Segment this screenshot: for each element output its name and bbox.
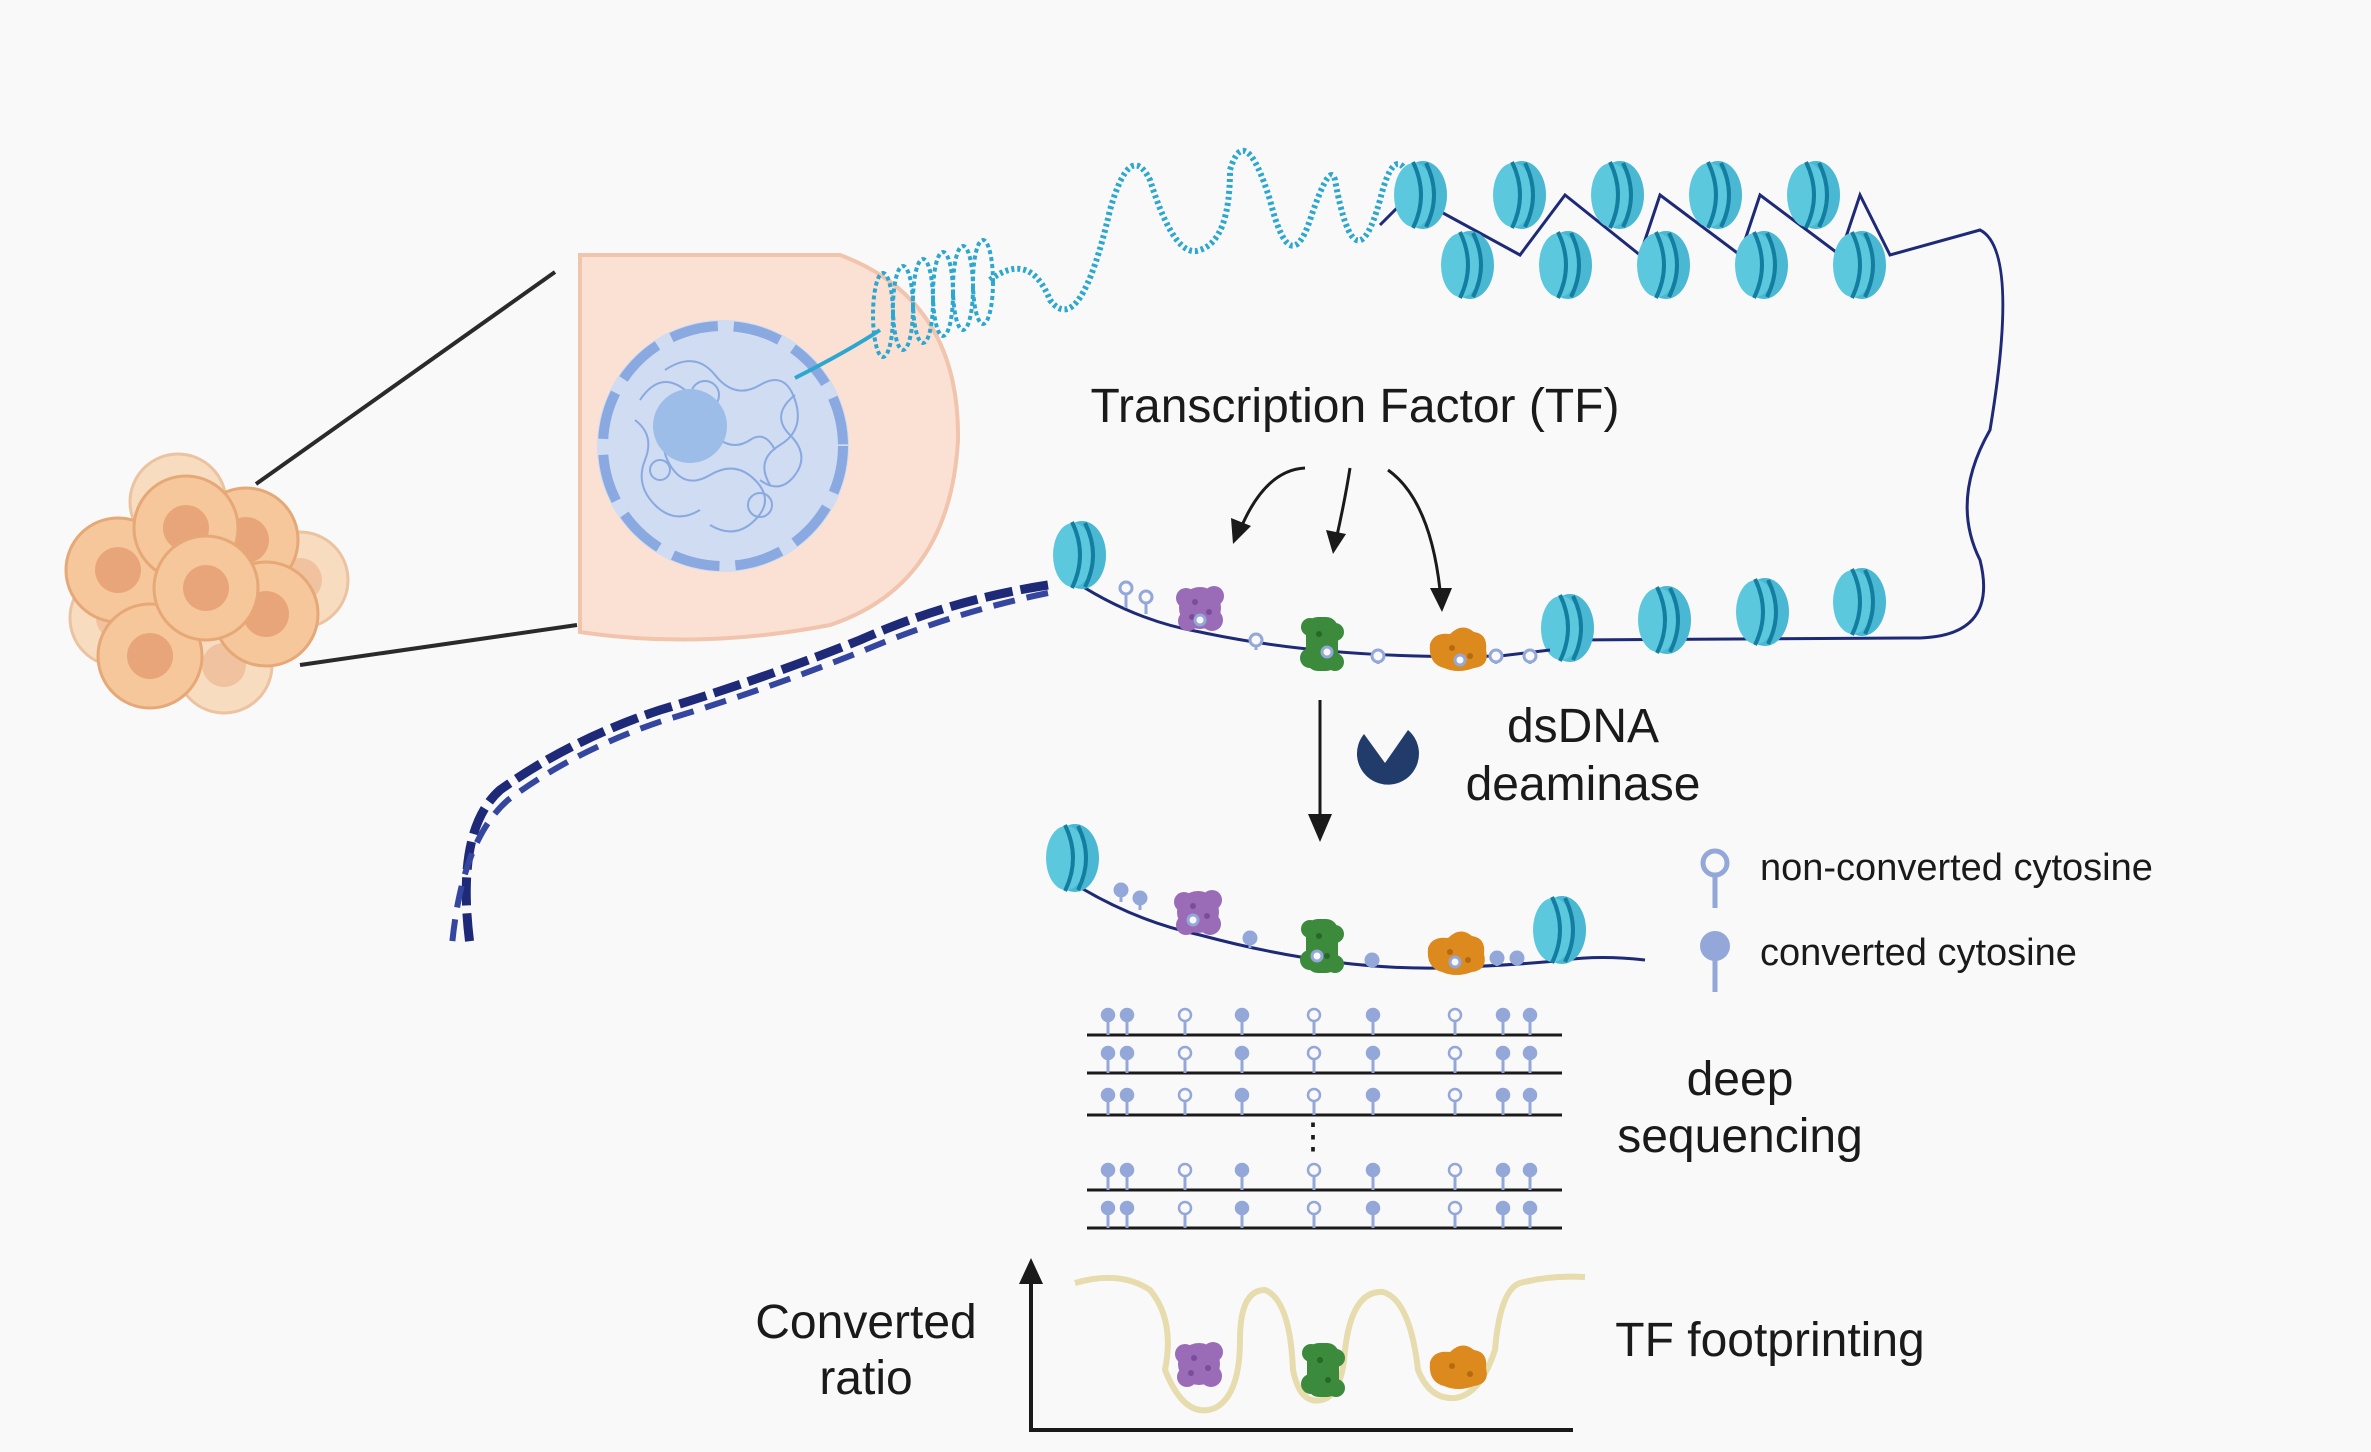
converted-cytosine — [1100, 1045, 1116, 1061]
reads-ellipsis: ⋮ — [1295, 1115, 1331, 1156]
converted-cytosine — [1119, 1200, 1135, 1216]
converted-cytosine — [1365, 1087, 1381, 1103]
sequencing-read — [1087, 1200, 1562, 1230]
converted-cytosine — [1495, 1200, 1511, 1216]
converted-cytosine — [1119, 1007, 1135, 1023]
tf-green-upper — [1300, 617, 1344, 671]
deaminase-enzyme-icon — [1356, 730, 1419, 785]
non-converted-cytosine — [1306, 1087, 1322, 1103]
converted-cytosine — [1119, 1087, 1135, 1103]
chromatin-fiber-top — [794, 147, 2005, 664]
converted-cytosine — [1495, 1162, 1511, 1178]
converted-ratio-label-line1: Converted — [755, 1296, 976, 1349]
tf-label: Transcription Factor (TF) — [1091, 380, 1620, 433]
sequencing-reads — [1087, 1007, 1562, 1230]
converted-cytosine — [1119, 1045, 1135, 1061]
y-axis-arrowhead — [1019, 1258, 1043, 1284]
converted-cytosine — [1522, 1007, 1538, 1023]
sequencing-read — [1087, 1087, 1562, 1117]
converted-cytosine — [1522, 1045, 1538, 1061]
converted-cytosine — [1495, 1087, 1511, 1103]
converted-cytosine — [1100, 1087, 1116, 1103]
chromatin-strand-lower — [1044, 822, 1646, 975]
non-converted-cytosine — [1306, 1007, 1322, 1023]
non-converted-cytosine — [1447, 1007, 1463, 1023]
legend: non-converted cytosine converted cytosin… — [1700, 847, 2153, 992]
open-lollipop-icon — [1700, 848, 1730, 908]
tf-green-lower — [1300, 919, 1344, 973]
tf-orange-lower — [1427, 931, 1485, 975]
converted-cytosine — [1365, 1162, 1381, 1178]
converted-ratio-label-line2: ratio — [819, 1352, 912, 1405]
non-converted-cytosine — [1177, 1200, 1193, 1216]
legend-non-converted-label: non-converted cytosine — [1760, 847, 2153, 889]
converted-cytosine — [1365, 1045, 1381, 1061]
converted-cytosine — [1100, 1200, 1116, 1216]
converted-cytosine — [1100, 1162, 1116, 1178]
converted-cytosine — [1522, 1087, 1538, 1103]
converted-cytosine — [1234, 1162, 1250, 1178]
converted-cytosine — [1234, 1045, 1250, 1061]
converted-cytosine — [1522, 1200, 1538, 1216]
deep-seq-label-line1: deep — [1687, 1053, 1794, 1106]
sequencing-read — [1087, 1162, 1562, 1192]
non-converted-cytosine — [1306, 1162, 1322, 1178]
filled-cytosine-markers — [1113, 882, 1525, 968]
deep-seq-label-line2: sequencing — [1617, 1110, 1863, 1163]
converted-cytosine — [1234, 1200, 1250, 1216]
legend-converted-label: converted cytosine — [1760, 932, 2077, 974]
open-cytosine-markers — [1118, 580, 1538, 664]
zoom-lines — [254, 270, 578, 667]
chromatin-strand-upper — [1051, 519, 1551, 671]
tf-purple-lower — [1174, 890, 1222, 935]
enzyme-label-line1: dsDNA — [1507, 700, 1659, 753]
tf-footprinting-label: TF footprinting — [1615, 1314, 1924, 1367]
non-converted-cytosine — [1177, 1045, 1193, 1061]
cell-cluster — [64, 452, 350, 715]
sequencing-read — [1087, 1045, 1562, 1075]
converted-cytosine — [1365, 1200, 1381, 1216]
non-converted-cytosine — [1177, 1162, 1193, 1178]
cell-closeup — [578, 253, 961, 642]
filled-lollipop-icon — [1700, 931, 1730, 992]
tf-arrowheads — [1231, 518, 1452, 612]
non-converted-cytosine — [1447, 1162, 1463, 1178]
converted-cytosine — [1100, 1007, 1116, 1023]
converted-cytosine — [1234, 1007, 1250, 1023]
non-converted-cytosine — [1447, 1045, 1463, 1061]
converted-cytosine — [1495, 1045, 1511, 1061]
converted-cytosine — [1365, 1007, 1381, 1023]
converted-cytosine — [1119, 1162, 1135, 1178]
non-converted-cytosine — [1306, 1200, 1322, 1216]
non-converted-cytosine — [1447, 1200, 1463, 1216]
tf-binding-arrows — [1238, 466, 1442, 591]
non-converted-cytosine — [1177, 1007, 1193, 1023]
non-converted-cytosine — [1447, 1087, 1463, 1103]
deaminase-arrow — [1308, 700, 1332, 842]
non-converted-cytosine — [1306, 1045, 1322, 1061]
footprint-plot — [1019, 1258, 1586, 1432]
converted-cytosine — [1234, 1087, 1250, 1103]
sequencing-read — [1087, 1007, 1562, 1037]
converted-cytosine — [1522, 1162, 1538, 1178]
enzyme-label-line2: deaminase — [1466, 758, 1701, 811]
dna-double-helix — [449, 580, 1049, 946]
non-converted-cytosine — [1177, 1087, 1193, 1103]
converted-cytosine — [1495, 1007, 1511, 1023]
